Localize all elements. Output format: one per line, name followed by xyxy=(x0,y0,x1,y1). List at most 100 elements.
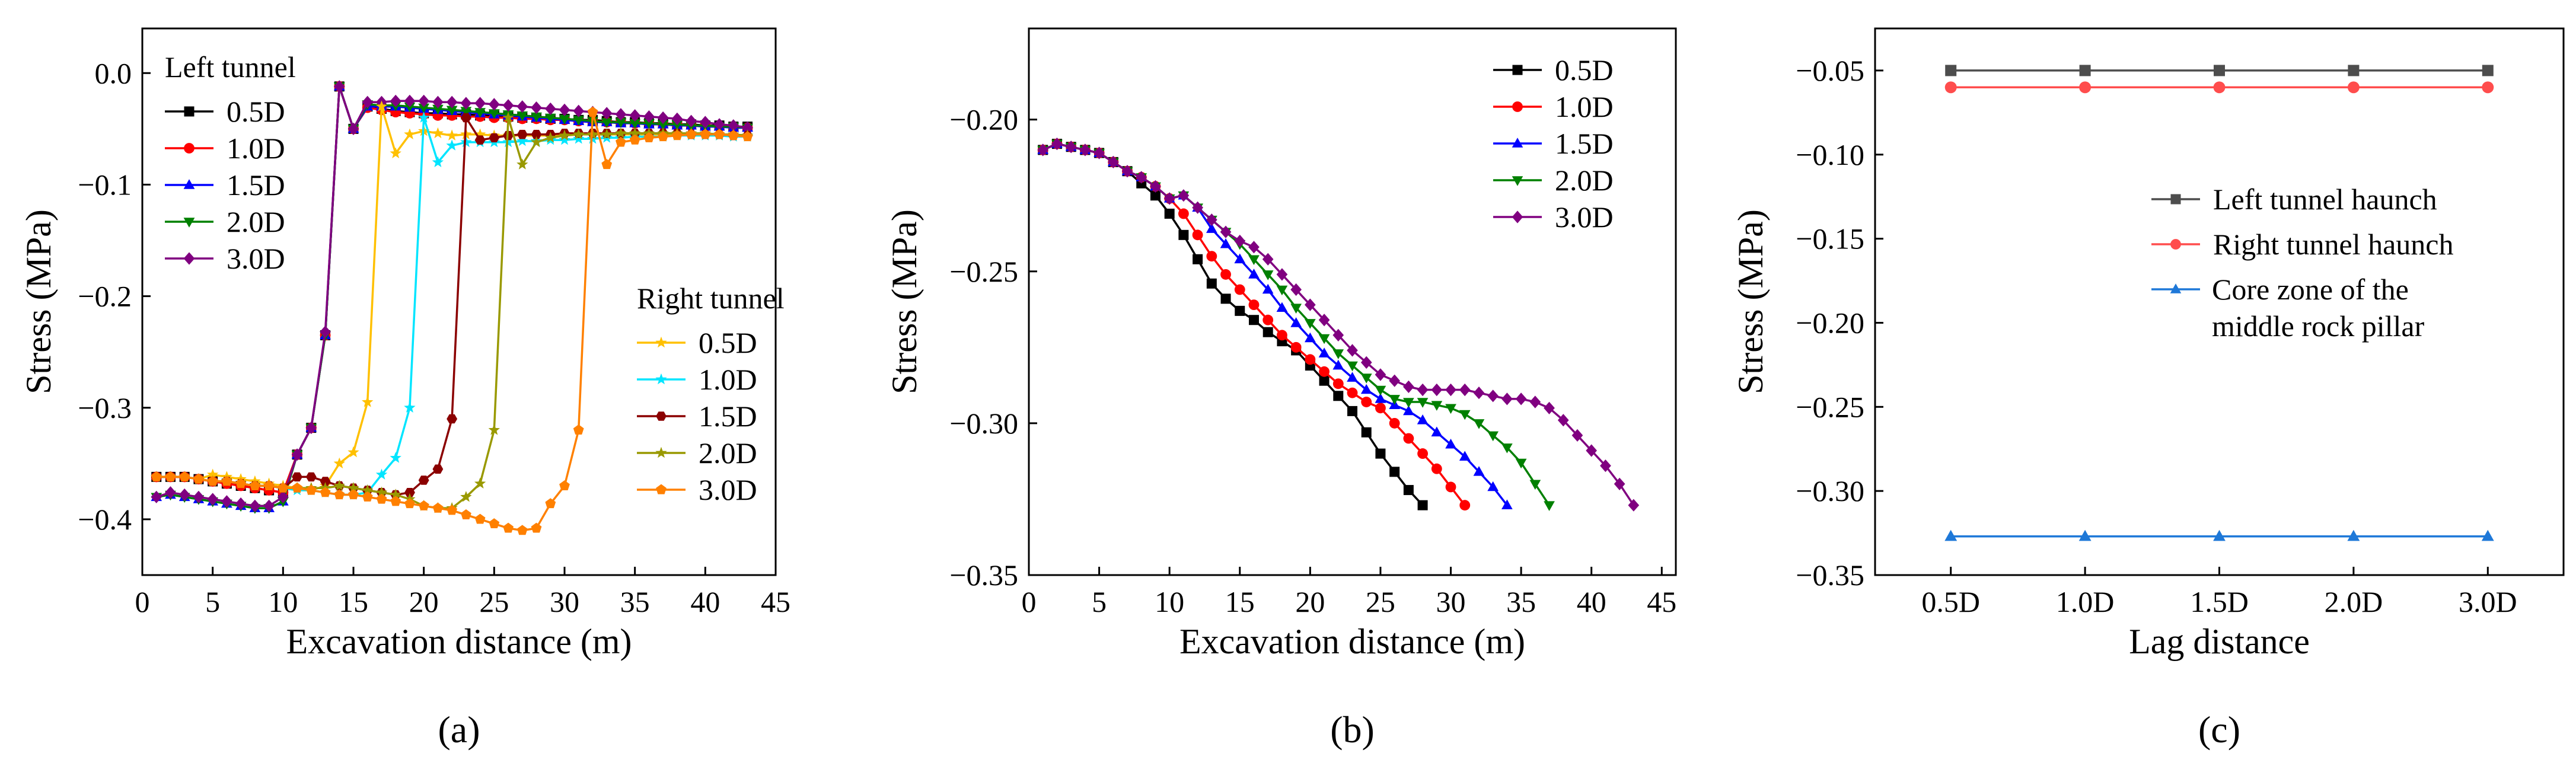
y-tick-label: −0.25 xyxy=(949,255,1018,288)
y-tick-label: −0.25 xyxy=(1796,390,1864,423)
plot-frame xyxy=(141,27,777,576)
data-point xyxy=(586,133,599,144)
data-point xyxy=(474,128,486,139)
data-point xyxy=(305,422,317,435)
x-tick-label: 2.0D xyxy=(2325,585,2383,618)
data-point xyxy=(1431,401,1443,411)
data-point xyxy=(418,94,429,107)
y-axis-label: Stress (MPa) xyxy=(19,209,58,394)
data-point xyxy=(193,490,205,503)
data-point xyxy=(728,130,739,141)
data-point xyxy=(348,489,359,500)
y-tick-label: −0.2 xyxy=(78,280,132,313)
data-point xyxy=(1319,366,1330,377)
data-point xyxy=(629,127,641,139)
data-point xyxy=(517,525,528,535)
data-point xyxy=(390,496,401,506)
data-point xyxy=(1389,417,1400,429)
data-point xyxy=(461,509,471,519)
data-point xyxy=(1544,501,1555,511)
data-point xyxy=(1192,229,1203,241)
data-point xyxy=(474,513,486,524)
legend-entry: 1.0D xyxy=(165,132,285,165)
data-point xyxy=(1473,387,1485,400)
data-point xyxy=(1501,443,1513,454)
data-point xyxy=(1459,383,1471,397)
data-point xyxy=(1417,398,1429,408)
data-point xyxy=(1360,356,1372,369)
data-point xyxy=(1206,223,1217,233)
data-point xyxy=(1445,383,1456,397)
data-point xyxy=(1347,344,1358,357)
data-point xyxy=(1403,380,1414,393)
data-point xyxy=(1248,299,1260,311)
legend-label: 0.5D xyxy=(227,95,285,128)
data-point xyxy=(278,490,289,503)
data-point xyxy=(1234,234,1246,248)
data-point xyxy=(292,482,302,493)
y-tick-label: −0.35 xyxy=(949,558,1018,592)
data-point xyxy=(1220,293,1231,304)
data-point xyxy=(1473,419,1485,429)
legend-title-right-tunnel: Right tunnel xyxy=(637,282,785,315)
legend-marker xyxy=(655,446,667,458)
data-point xyxy=(1276,268,1288,281)
data-point xyxy=(1375,393,1386,403)
y-tick-label: −0.30 xyxy=(1796,474,1864,507)
series-line xyxy=(1042,142,1508,506)
data-point xyxy=(418,500,429,510)
data-point xyxy=(446,139,458,151)
data-point xyxy=(531,101,542,114)
x-tick-label: 45 xyxy=(761,585,790,618)
x-tick-label: 10 xyxy=(268,585,298,618)
data-point xyxy=(1235,305,1245,316)
legend-entry: 1.5D xyxy=(1493,127,1614,160)
data-point xyxy=(517,130,528,139)
data-point xyxy=(1263,314,1274,325)
data-point xyxy=(263,499,275,512)
data-point xyxy=(1389,467,1400,477)
data-point xyxy=(1487,431,1499,442)
data-point xyxy=(2348,65,2360,76)
x-tick-label: 25 xyxy=(1366,585,1395,618)
data-point xyxy=(1262,270,1274,280)
x-tick-label: 40 xyxy=(690,585,720,618)
data-point xyxy=(616,136,626,147)
data-point xyxy=(657,120,669,130)
series-line xyxy=(1042,142,1635,506)
legend-entry: 1.0D xyxy=(637,363,757,396)
data-point xyxy=(1403,398,1414,408)
data-point xyxy=(151,471,162,481)
data-point xyxy=(1431,426,1443,437)
data-point xyxy=(333,457,345,469)
data-point xyxy=(1305,298,1316,311)
panel-label: (c) xyxy=(2198,708,2240,751)
data-point xyxy=(530,136,543,148)
legend-label: 0.5D xyxy=(699,326,757,359)
data-point xyxy=(432,95,444,108)
data-point xyxy=(1487,390,1499,403)
y-tick-label: −0.4 xyxy=(78,503,132,536)
data-point xyxy=(643,119,655,129)
legend-entry: 2.0D xyxy=(165,205,285,238)
data-point xyxy=(559,129,570,141)
data-point xyxy=(1459,410,1471,420)
legend-marker xyxy=(184,106,195,117)
data-point xyxy=(1557,414,1569,427)
legend-entry: 3.0D xyxy=(165,242,285,275)
data-point xyxy=(447,414,458,424)
data-point xyxy=(278,482,289,493)
panel-label: (a) xyxy=(438,708,480,751)
legend-entry: 1.5D xyxy=(637,400,757,433)
data-point xyxy=(1220,225,1232,238)
data-point xyxy=(714,129,725,139)
data-point xyxy=(700,129,711,139)
data-point xyxy=(362,95,374,108)
y-tick-label: −0.30 xyxy=(949,407,1018,440)
data-point xyxy=(207,475,218,486)
legend-entry: Right tunnel haunch xyxy=(2151,228,2454,261)
data-point xyxy=(1332,359,1344,370)
data-point xyxy=(629,109,640,122)
data-point xyxy=(375,100,388,111)
data-point xyxy=(292,472,302,482)
